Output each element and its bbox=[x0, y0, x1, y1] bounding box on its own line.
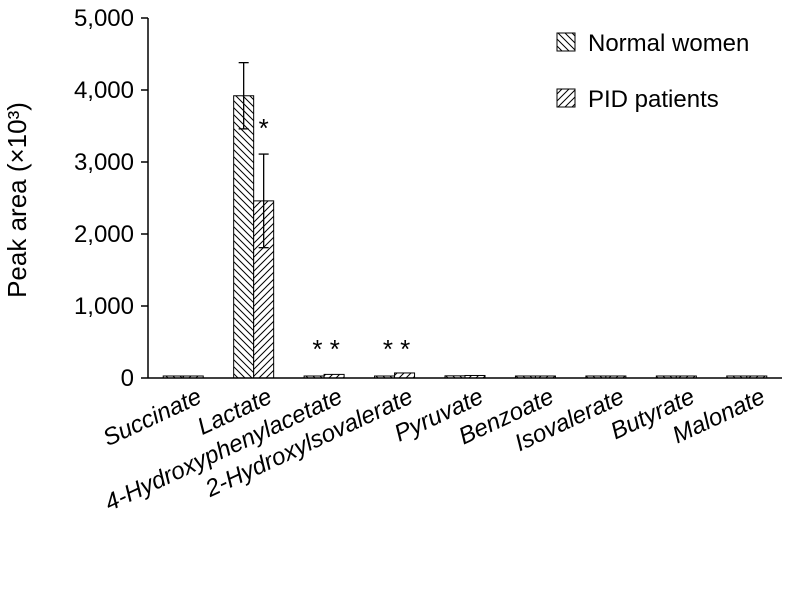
significance-markers: * * * * * bbox=[259, 113, 411, 364]
y-axis-title: Peak area (×10³) bbox=[2, 102, 32, 298]
bar-pid-patients bbox=[394, 372, 416, 379]
legend-label-normal-women: Normal women bbox=[588, 30, 749, 57]
bars-group bbox=[162, 95, 768, 379]
legend-swatch-normal-women bbox=[556, 32, 576, 52]
y-tick-label: 0 bbox=[121, 365, 134, 392]
axes bbox=[147, 18, 782, 379]
y-tick-label: 2,000 bbox=[74, 221, 134, 248]
x-category-label: Succinate bbox=[99, 383, 206, 452]
significance-marker: * * bbox=[383, 334, 410, 364]
legend: Normal women PID patients bbox=[556, 30, 749, 113]
significance-marker: * bbox=[259, 113, 269, 143]
bar-normal-women bbox=[233, 95, 255, 379]
error-bars-group bbox=[238, 61, 269, 249]
legend-label-pid-patients: PID patients bbox=[588, 86, 719, 113]
y-tick-label: 5,000 bbox=[74, 5, 134, 32]
y-axis-ticks: 0 1,000 2,000 3,000 4,000 5,000 bbox=[74, 5, 148, 392]
significance-marker: * * bbox=[312, 334, 339, 364]
y-tick-label: 1,000 bbox=[74, 293, 134, 320]
y-tick-label: 4,000 bbox=[74, 77, 134, 104]
x-axis-category-labels: SuccinateLactate4-Hydroxyphenylacetate2-… bbox=[99, 383, 769, 517]
legend-swatch-pid-patients bbox=[556, 88, 576, 108]
y-tick-label: 3,000 bbox=[74, 149, 134, 176]
